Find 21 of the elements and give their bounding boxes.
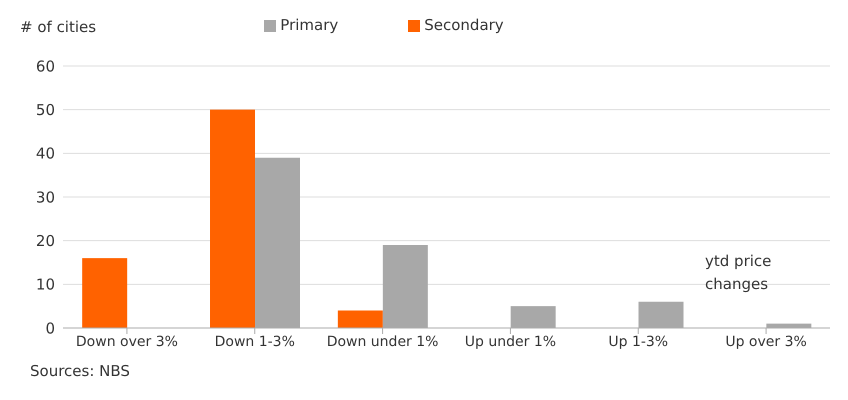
y-tick-label: 30 xyxy=(36,188,55,206)
y-tick-label: 60 xyxy=(36,57,55,76)
x-tick-label: Down 1-3% xyxy=(214,334,295,350)
x-tick-label: Up under 1% xyxy=(464,334,556,350)
y-tick-label: 10 xyxy=(36,276,55,294)
bar xyxy=(338,310,383,328)
annotation: ytd price changes xyxy=(705,251,772,295)
x-tick-label: Down over 3% xyxy=(76,334,178,350)
bar xyxy=(210,110,256,328)
y-tick-label: 50 xyxy=(36,100,55,119)
y-tick-label: 0 xyxy=(45,319,55,338)
x-tick-label: Up 1-3% xyxy=(608,334,668,350)
legend-label: Secondary xyxy=(424,16,504,34)
legend-label: Primary xyxy=(280,16,338,34)
y-tick-label: 40 xyxy=(36,144,55,163)
source-note: Sources: NBS xyxy=(30,362,130,380)
x-tick-label: Up over 3% xyxy=(725,334,807,350)
bar xyxy=(82,258,128,328)
y-axis-title: # of cities xyxy=(20,18,96,36)
x-tick-label: Down under 1% xyxy=(326,334,438,350)
y-tick-label: 20 xyxy=(36,232,55,250)
